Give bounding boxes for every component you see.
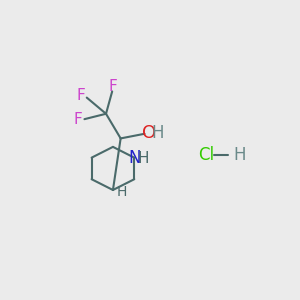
Text: F: F [109,79,117,94]
Text: H: H [152,124,164,142]
Text: N: N [129,149,141,167]
Text: O: O [142,124,156,142]
Text: F: F [77,88,86,103]
Text: Cl: Cl [198,146,214,164]
Text: H: H [233,146,246,164]
Text: H: H [138,151,149,166]
Text: F: F [74,112,83,128]
Text: H: H [116,184,127,199]
